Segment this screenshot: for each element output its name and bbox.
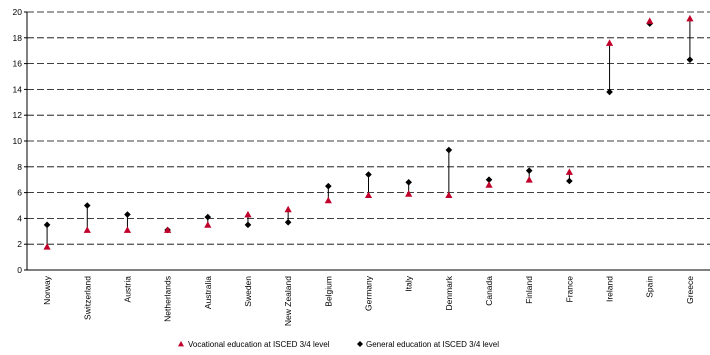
y-tick-label: 8 (17, 162, 22, 172)
x-tick-label: Sweden (243, 276, 253, 307)
y-tick-label: 0 (17, 265, 22, 275)
x-tick-labels: Norway Switzerland Austria Netherlands Austr… (42, 275, 695, 326)
general-education-point (566, 177, 573, 185)
y-tick-label: 16 (13, 59, 23, 69)
data-markers (43, 14, 694, 250)
vocational-education-point (445, 191, 453, 199)
general-education-point (365, 171, 372, 178)
vocational-education-point (525, 176, 533, 183)
general-education-point (525, 167, 533, 174)
x-tick-label: Austria (122, 276, 132, 303)
vocational-education-point (324, 196, 332, 204)
general-education-point (445, 146, 453, 154)
vocational-education-point (364, 191, 373, 199)
general-education-point (124, 211, 131, 218)
vocational-education-point (284, 205, 292, 213)
vocational-education-point (605, 39, 614, 46)
general-education-point (686, 56, 694, 64)
x-tick-label: Germany (364, 275, 374, 311)
connector-lines (46, 18, 691, 247)
vocational-education-point (565, 168, 573, 175)
vocational-education-point (204, 221, 212, 228)
general-education-point (405, 178, 412, 186)
general-education-point (485, 176, 493, 183)
general-education-point (284, 218, 292, 226)
x-tick-label: Switzerland (82, 276, 92, 320)
general-education-point (43, 221, 51, 229)
y-tick-label: 2 (17, 239, 22, 249)
vocational-education-point (686, 14, 694, 22)
x-tick-label: New Zealand (283, 276, 293, 326)
legend: Vocational education at ISCED 3/4 level G… (178, 340, 499, 349)
vocational-education-point (244, 210, 252, 218)
general-education-point (83, 202, 91, 209)
x-tick-label: Norway (42, 275, 52, 305)
legend-vocational-label: Vocational education at ISCED 3/4 level (188, 340, 330, 349)
x-tick-label: Denmark (444, 275, 454, 310)
grid (27, 11, 710, 245)
general-education-point (244, 221, 252, 229)
general-education-point (325, 182, 332, 190)
vocational-education-point (43, 243, 51, 250)
x-tick-label: Greece (685, 276, 695, 304)
vocational-education-point (485, 181, 493, 188)
x-tick-label: Canada (484, 276, 494, 306)
vocational-education-point (123, 226, 132, 233)
x-tick-label: Australia (203, 276, 213, 309)
vocational-education-point (83, 226, 91, 233)
axes (24, 11, 710, 271)
x-tick-label: Ireland (605, 276, 615, 302)
y-tick-label: 10 (13, 136, 23, 146)
y-tick-label: 14 (13, 84, 23, 94)
x-tick-label: France (564, 276, 574, 303)
y-tick-label: 12 (13, 110, 23, 120)
x-tick-label: Netherlands (163, 276, 173, 322)
x-tick-label: Belgium (323, 276, 333, 307)
y-tick-label: 18 (13, 33, 23, 43)
vocational-education-point (405, 190, 413, 197)
x-tick-label: Italy (404, 275, 414, 291)
y-tick-labels: 0 2 4 6 8 10 12 14 16 18 20 (13, 7, 23, 275)
y-tick-label: 20 (13, 7, 23, 17)
x-tick-label: Spain (645, 276, 655, 298)
legend-vocational-marker (178, 341, 184, 347)
general-education-point (204, 213, 212, 221)
y-tick-label: 4 (17, 213, 22, 223)
legend-general-label: General education at ISCED 3/4 level (366, 340, 499, 349)
vocational-education-point (164, 226, 172, 233)
legend-general-marker (357, 341, 363, 347)
general-education-point (606, 88, 613, 96)
y-tick-label: 6 (17, 188, 22, 198)
vocational-education-point (646, 17, 654, 24)
x-tick-label: Finland (524, 276, 534, 304)
